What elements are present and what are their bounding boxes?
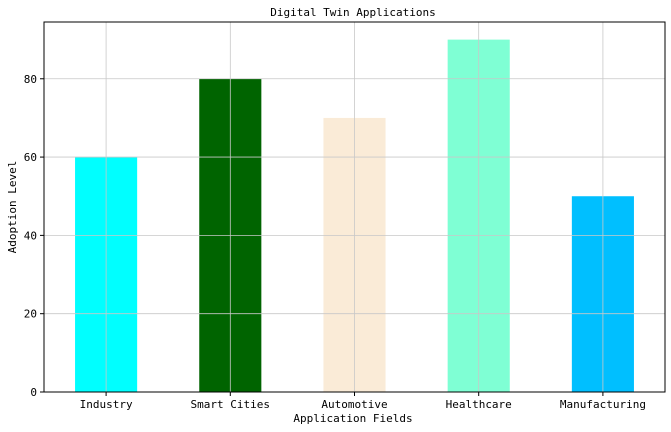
x-tick-label: Automotive xyxy=(321,398,387,411)
chart-title: Digital Twin Applications xyxy=(270,6,436,19)
y-tick-label: 40 xyxy=(24,229,37,242)
y-tick-label: 20 xyxy=(24,308,37,321)
y-tick-label: 60 xyxy=(24,151,37,164)
x-tick-label: Manufacturing xyxy=(560,398,646,411)
x-tick-label: Smart Cities xyxy=(191,398,270,411)
y-tick-label: 0 xyxy=(30,386,37,399)
x-tick-label: Healthcare xyxy=(446,398,512,411)
y-axis-label: Adoption Level xyxy=(6,161,19,254)
grid-lines xyxy=(44,22,665,393)
x-tick-label: Industry xyxy=(80,398,133,411)
axis-ticks: 0 20 40 60 80 Industry Smart Cities Automotive H… xyxy=(24,73,646,411)
y-tick-label: 80 xyxy=(24,73,37,86)
x-axis-label: Application Fields xyxy=(293,412,412,425)
